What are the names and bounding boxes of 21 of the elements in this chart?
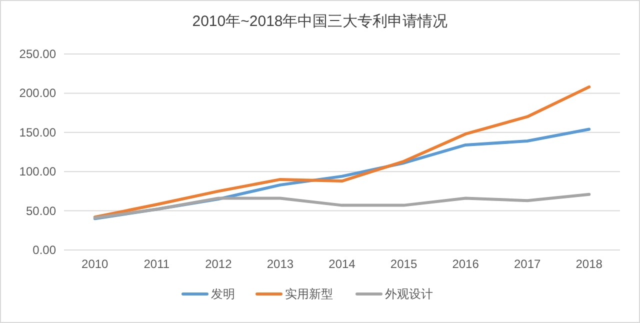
x-tick-label: 2012 [205, 257, 232, 271]
x-tick-label: 2016 [452, 257, 480, 271]
legend-label: 发明 [211, 287, 235, 301]
x-tick-label: 2014 [328, 257, 356, 271]
y-tick-label: 0.00 [32, 243, 56, 257]
x-tick-label: 2017 [514, 257, 542, 271]
x-tick-label: 2018 [576, 257, 603, 271]
line-series [93, 85, 591, 219]
x-tick-label: 2015 [390, 257, 418, 271]
x-tick-label: 2013 [266, 257, 294, 271]
y-tick-label: 250.00 [19, 47, 56, 61]
line-series [93, 192, 591, 220]
legend-label: 外观设计 [385, 287, 433, 301]
y-tick-label: 200.00 [19, 86, 56, 100]
legend-label: 实用新型 [285, 287, 333, 301]
y-tick-label: 150.00 [19, 125, 56, 140]
chart-title: 2010年~2018年中国三大专利申请情况 [192, 13, 448, 30]
x-tick-label: 2010 [82, 257, 109, 271]
x-tick-label: 2011 [144, 257, 170, 271]
y-tick-label: 50.00 [26, 204, 56, 218]
y-tick-label: 100.00 [19, 164, 56, 179]
